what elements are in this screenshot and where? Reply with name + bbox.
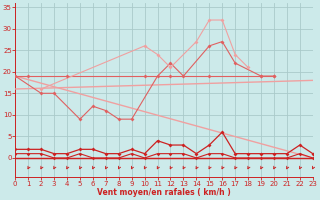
X-axis label: Vent moyen/en rafales ( km/h ): Vent moyen/en rafales ( km/h ) xyxy=(97,188,231,197)
